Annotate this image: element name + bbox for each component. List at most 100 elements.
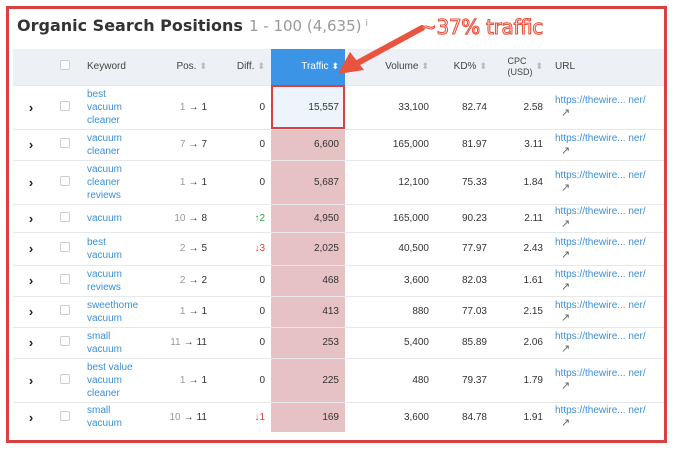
external-link-icon[interactable]: ↗ [561,280,571,293]
url-link[interactable]: https://thewire... ner/ [555,206,646,217]
column-url[interactable]: URL [555,61,576,73]
keyword-cell: vacuum reviews [81,265,151,296]
traffic-cell: 169 [271,402,345,432]
keyword-link-line[interactable]: vacuum [87,249,123,261]
external-link-icon[interactable]: ↗ [561,144,571,157]
external-link-icon[interactable]: ↗ [561,218,571,230]
diff-cell: ↓3 [254,243,265,254]
keyword-link-line[interactable]: best [87,88,106,100]
expand-row-chevron-icon[interactable]: › [28,409,34,425]
keyword-link-line[interactable]: vacuum [87,374,123,386]
row-checkbox[interactable] [49,265,81,296]
url-link[interactable]: https://thewire... ner/ [555,405,646,417]
column-volume[interactable]: Volume ⬍ [385,61,429,73]
arrow-right-icon: → [183,411,194,423]
keyword-link-line[interactable]: vacuum [87,312,123,324]
volume-cell: 880 [412,306,429,317]
table-row: › small vacuum 10 → 11 ↓1 169 3,600 84.78 1.91 http… [13,402,664,432]
diff-cell: 0 [259,306,265,317]
row-checkbox[interactable] [49,402,81,432]
keyword-link-line[interactable]: vacuum [87,343,123,355]
sort-icon: ⬍ [257,61,265,72]
table-header-row: Keyword Pos. ⬍ Diff. ⬍ Traffic ⬍ Volume ⬍ KD… [13,49,664,85]
traffic-cell: 468 [271,265,345,296]
row-checkbox[interactable] [49,160,81,204]
url-cell: https://thewire... ner/↗ [549,204,664,232]
row-checkbox[interactable] [49,296,81,327]
cpc-cell: 1.79 [523,374,543,386]
select-all-checkbox[interactable] [49,49,81,85]
keyword-link-line[interactable]: small [87,405,111,417]
column-traffic[interactable]: Traffic ⬍ [271,49,345,85]
url-link[interactable]: https://thewire... ner/ [555,95,646,106]
external-link-icon[interactable]: ↗ [561,182,571,194]
keyword-link-line[interactable]: cleaner [87,114,120,126]
kd-cell: 85.89 [461,337,487,348]
expand-row-chevron-icon[interactable]: › [28,241,34,256]
expand-row-chevron-icon[interactable]: › [28,304,34,319]
url-link[interactable]: https://thewire... ner/ [555,268,646,280]
column-pos[interactable]: Pos. ⬍ [176,61,207,73]
expand-row-chevron-icon[interactable]: › [28,174,34,190]
expand-row-chevron-icon[interactable]: › [28,273,34,288]
position-cell: 2 → 2 [179,275,207,286]
diff-cell: 0 [259,275,265,286]
row-checkbox[interactable] [49,204,81,232]
url-link[interactable]: https://thewire... ner/ [555,170,646,181]
external-link-icon[interactable]: ↗ [561,417,571,430]
keyword-link-line[interactable]: vacuum [87,418,123,430]
expand-header [13,49,49,85]
arrow-right-icon: → [183,337,194,348]
keyword-link-line[interactable]: small [87,330,111,342]
sort-icon: ⬍ [331,61,339,72]
row-checkbox[interactable] [49,327,81,358]
expand-row-chevron-icon[interactable]: › [28,372,34,388]
table-row: › small vacuum 11 → 11 0 253 5,400 85.89 2.06 https… [13,327,664,358]
row-checkbox[interactable] [49,85,81,129]
keyword-link-line[interactable]: vacuum [87,163,123,175]
keyword-link-line[interactable]: vacuum [87,101,123,113]
keyword-link-line[interactable]: vacuum [87,132,123,144]
keyword-link-line[interactable]: best [87,236,106,248]
kd-cell: 77.03 [461,306,487,317]
external-link-icon[interactable]: ↗ [561,248,571,261]
info-icon[interactable]: i [365,19,369,29]
column-kd[interactable]: KD% ⬍ [453,61,487,73]
url-link[interactable]: https://thewire... ner/ [555,299,646,311]
keyword-link-line[interactable]: cleaner [87,387,120,399]
url-cell: https://thewire... ner/↗ [549,327,664,358]
keyword-link-line[interactable]: reviews [87,281,121,293]
keyword-link-line[interactable]: vacuum [87,212,123,224]
external-link-icon[interactable]: ↗ [561,380,571,392]
keyword-link-line[interactable]: cleaner [87,145,120,157]
arrow-right-icon: → [188,374,199,386]
traffic-cell: 6,600 [271,129,345,160]
column-cpc[interactable]: CPC (USD)⬍ [507,55,543,77]
row-checkbox[interactable] [49,129,81,160]
url-link[interactable]: https://thewire... ner/ [555,330,646,342]
external-link-icon[interactable]: ↗ [561,342,571,355]
table-row: › best value vacuum cleaner 1 → 1 0 225 480 79.37 1… [13,358,664,402]
expand-row-chevron-icon[interactable]: › [28,137,34,152]
url-link[interactable]: https://thewire... ner/ [555,368,646,379]
url-link[interactable]: https://thewire... ner/ [555,236,646,248]
traffic-cell: 5,687 [271,160,345,204]
volume-cell: 33,100 [398,101,429,113]
expand-row-chevron-icon[interactable]: › [28,99,34,115]
keyword-link-line[interactable]: sweethome [87,299,139,311]
keyword-link-line[interactable]: best value [87,361,133,373]
column-diff[interactable]: Diff. ⬍ [236,61,265,73]
row-checkbox[interactable] [49,358,81,402]
expand-row-chevron-icon[interactable]: › [28,335,34,350]
row-checkbox[interactable] [49,232,81,265]
external-link-icon[interactable]: ↗ [561,107,571,119]
external-link-icon[interactable]: ↗ [561,311,571,324]
keyword-cell: best vacuum cleaner [81,85,151,129]
url-link[interactable]: https://thewire... ner/ [555,132,646,144]
table-row: › vacuum cleaner reviews 1 → 1 0 5,687 12,100 75.3… [13,160,664,204]
keyword-link-line[interactable]: reviews [87,189,121,201]
keyword-link-line[interactable]: vacuum [87,268,123,280]
expand-row-chevron-icon[interactable]: › [28,210,34,226]
keyword-link-line[interactable]: cleaner [87,176,120,188]
column-keyword[interactable]: Keyword [87,61,126,73]
